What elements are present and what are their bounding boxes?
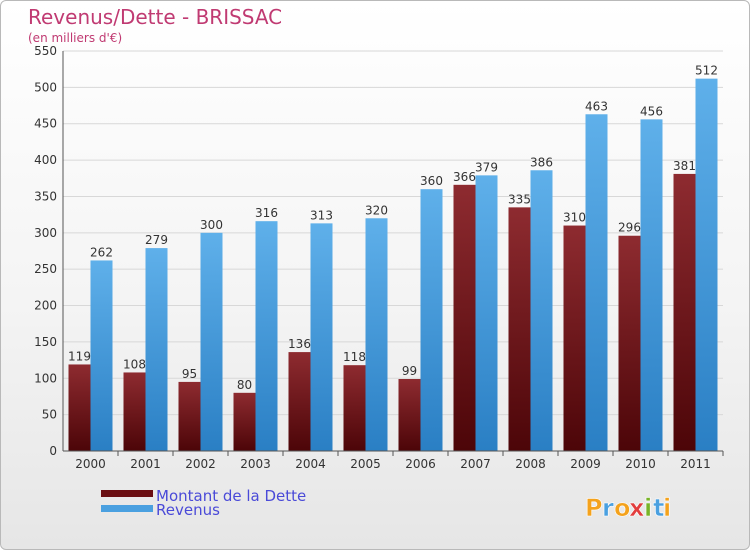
data-label: 386	[530, 155, 553, 169]
logo-letter: r	[602, 494, 614, 522]
legend-swatch-debt	[101, 490, 153, 497]
bar-dette	[673, 173, 696, 451]
data-label: 136	[288, 337, 311, 351]
bar-revenus	[420, 189, 443, 451]
bar-revenus	[310, 223, 333, 451]
logo-letter: t	[653, 494, 664, 522]
y-tick-label: 50	[42, 408, 57, 422]
data-label: 262	[90, 245, 113, 259]
bar-revenus	[695, 78, 718, 452]
bar-dette	[68, 364, 91, 451]
bar-revenus	[640, 119, 663, 451]
bar-dette	[398, 379, 421, 451]
bar-dette	[178, 381, 201, 451]
data-label: 95	[182, 367, 197, 381]
x-tick-label: 2008	[515, 457, 546, 471]
x-tick-label: 2004	[295, 457, 326, 471]
x-tick-label: 2005	[350, 457, 381, 471]
data-label: 335	[508, 192, 531, 206]
y-tick-label: 0	[49, 444, 57, 458]
bar-dette	[563, 225, 586, 451]
bar-revenus	[585, 114, 608, 451]
y-tick-label: 500	[34, 80, 57, 94]
bar-dette	[618, 235, 641, 451]
x-tick-label: 2010	[625, 457, 656, 471]
bar-revenus	[200, 232, 223, 451]
data-label: 313	[310, 208, 333, 222]
y-tick-label: 450	[34, 117, 57, 131]
logo-letter: x	[629, 494, 645, 522]
bar-dette	[233, 392, 256, 451]
y-tick-label: 300	[34, 226, 57, 240]
bar-dette	[343, 365, 366, 451]
x-tick-label: 2011	[680, 457, 711, 471]
x-tick-label: 2007	[460, 457, 491, 471]
data-label: 80	[237, 378, 252, 392]
data-label: 512	[695, 64, 718, 78]
y-tick-label: 400	[34, 153, 57, 167]
bar-revenus	[530, 170, 553, 452]
y-tick-label: 350	[34, 189, 57, 203]
data-label: 108	[123, 357, 146, 371]
data-label: 381	[673, 159, 696, 173]
logo-letter: P	[585, 494, 603, 522]
y-tick-label: 250	[34, 262, 57, 276]
x-tick-label: 2003	[240, 457, 271, 471]
data-label: 99	[402, 364, 417, 378]
legend-label-revenus: Revenus	[156, 501, 220, 519]
logo-letter: o	[614, 494, 631, 522]
data-label: 456	[640, 104, 663, 118]
bar-dette	[453, 184, 476, 451]
x-tick-label: 2001	[130, 457, 161, 471]
y-tick-label: 550	[34, 44, 57, 58]
data-label: 119	[68, 349, 91, 363]
y-tick-label: 100	[34, 371, 57, 385]
legend: Montant de la Dette Revenus	[101, 487, 306, 519]
bar-revenus	[255, 221, 278, 451]
bars: 119 262 108 279 95 300 80 316 136 313 118 320 99 360 3…	[68, 64, 718, 452]
chart-subtitle: (en milliers d'€)	[28, 31, 122, 45]
x-tick-label: 2006	[405, 457, 436, 471]
bar-dette	[288, 352, 311, 451]
data-label: 118	[343, 350, 366, 364]
data-label: 316	[255, 206, 278, 220]
data-label: 310	[563, 211, 586, 225]
data-label: 296	[618, 221, 641, 235]
x-tick-label: 2000	[75, 457, 106, 471]
y-tick-label: 200	[34, 299, 57, 313]
logo-letter: i	[644, 494, 652, 522]
data-label: 320	[365, 203, 388, 217]
bar-revenus	[145, 248, 168, 451]
legend-swatch-revenus	[101, 505, 153, 512]
chart-title: Revenus/Dette - BRISSAC	[28, 5, 282, 29]
bar-dette	[123, 372, 146, 451]
data-label: 379	[475, 160, 498, 174]
bar-revenus	[365, 218, 388, 451]
data-label: 360	[420, 174, 443, 188]
y-tick-label: 150	[34, 335, 57, 349]
data-label: 463	[585, 99, 608, 113]
bar-revenus	[90, 260, 113, 451]
grid	[63, 50, 723, 452]
logo-letter: i	[663, 494, 671, 522]
x-tick-label: 2002	[185, 457, 216, 471]
bar-dette	[508, 207, 531, 451]
x-tick-label: 2009	[570, 457, 601, 471]
bar-revenus	[475, 175, 498, 451]
axes: 0 50 100 150 200 250 300 350 400 450 500 550 2000 200…	[34, 44, 724, 471]
data-label: 300	[200, 218, 223, 232]
legend-label-debt: Montant de la Dette	[156, 487, 306, 505]
data-label: 366	[453, 170, 476, 184]
data-label: 279	[145, 233, 168, 247]
